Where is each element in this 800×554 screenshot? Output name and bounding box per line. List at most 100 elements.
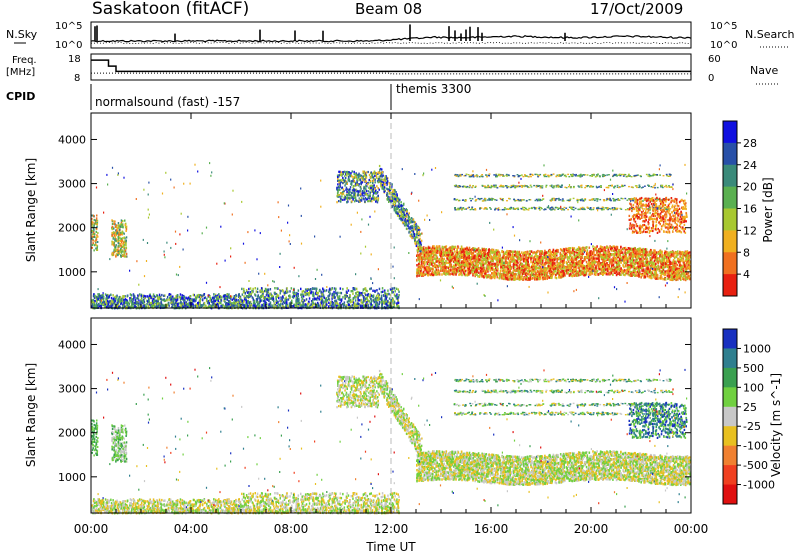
scatter-cell xyxy=(358,172,360,175)
scatter-cell xyxy=(336,301,338,304)
scatter-cell xyxy=(341,178,343,182)
scatter-cell xyxy=(408,215,410,218)
scatter-cell xyxy=(118,252,121,255)
scatter-cell xyxy=(191,298,193,301)
scatter-cell xyxy=(374,298,376,302)
scatter-cell xyxy=(391,200,394,203)
scatter-cell xyxy=(319,304,322,307)
scatter-cell xyxy=(213,297,216,300)
scatter-cell xyxy=(372,294,375,297)
scatter-cell xyxy=(338,303,340,306)
scatter-cell xyxy=(228,305,230,308)
scatter-cell xyxy=(143,297,146,300)
scatter-cell xyxy=(103,301,105,304)
scatter-cell xyxy=(116,296,118,299)
scatter-cell xyxy=(320,290,322,293)
scatter-cell xyxy=(334,299,336,303)
scatter-cell xyxy=(301,297,304,300)
scatter-cell xyxy=(372,184,374,187)
scatter-cell xyxy=(245,305,247,308)
scatter-cell xyxy=(566,253,568,257)
scatter-cell xyxy=(362,197,364,200)
scatter-cell xyxy=(271,297,273,300)
scatter-cell xyxy=(379,297,381,300)
scatter-cell xyxy=(347,171,350,174)
scatter-cell xyxy=(343,196,345,199)
scatter-cell xyxy=(189,304,191,308)
scatter-cell xyxy=(93,231,95,234)
scatter-cell xyxy=(371,190,373,193)
scatter-cell xyxy=(300,293,302,296)
scatter-cell xyxy=(96,221,99,224)
scatter-cell xyxy=(131,304,133,308)
scatter-cell xyxy=(281,302,284,306)
scatter-cell xyxy=(260,305,263,309)
scatter-cell xyxy=(370,188,372,191)
cpid-strip: CPID normalsound (fast) -157 themis 3300 xyxy=(6,82,471,110)
scatter-cell xyxy=(375,304,378,307)
scatter-cell xyxy=(148,294,151,297)
scatter-cell xyxy=(271,305,274,308)
scatter-cell xyxy=(265,290,267,293)
scatter-cell xyxy=(123,301,126,304)
scatter-cell xyxy=(371,172,374,175)
scatter-cell xyxy=(375,296,377,299)
scatter-cell xyxy=(92,235,94,238)
scatter-cell xyxy=(366,289,369,293)
scatter-cell xyxy=(368,194,370,198)
scatter-cell xyxy=(111,234,114,237)
scatter-cell xyxy=(326,298,329,302)
scatter-cell xyxy=(277,300,279,304)
scatter-cell xyxy=(122,295,124,298)
scatter-cell xyxy=(417,226,420,229)
scatter-cell xyxy=(343,304,346,307)
scatter-cell xyxy=(368,197,370,200)
scatter-cell xyxy=(376,294,378,298)
scatter-cell xyxy=(352,292,354,295)
scatter-cell xyxy=(412,233,414,236)
scatter-cell xyxy=(351,175,353,178)
scatter-cell xyxy=(340,298,343,301)
scatter-cell xyxy=(192,299,195,303)
scatter-cell xyxy=(283,301,286,305)
scatter-cell xyxy=(91,225,94,228)
scatter-cell xyxy=(196,303,198,306)
scatter-cell xyxy=(224,300,226,303)
scatter-cell xyxy=(370,301,372,304)
scatter-cell xyxy=(94,296,97,299)
scatter-cell xyxy=(256,295,259,298)
scatter-cell xyxy=(368,200,370,203)
scatter-cell xyxy=(142,299,144,303)
scatter-cell xyxy=(382,299,384,302)
scatter-cell xyxy=(336,304,338,307)
scatter-cell xyxy=(301,305,303,308)
scatter-cell xyxy=(122,225,124,228)
scatter-cell xyxy=(401,212,403,216)
scatter-cell xyxy=(114,236,117,239)
scatter-cell xyxy=(380,185,382,188)
scatter-cell xyxy=(344,197,347,200)
scatter-cell xyxy=(371,175,374,178)
scatter-cell xyxy=(199,300,201,304)
scatter-cell xyxy=(354,299,357,302)
scatter-cell xyxy=(347,289,350,292)
scatter-cell xyxy=(115,249,117,252)
scatter-cell xyxy=(393,195,396,198)
scatter-cell xyxy=(238,293,240,296)
scatter-cell xyxy=(120,219,123,222)
scatter-cell xyxy=(281,296,284,300)
scatter-cell xyxy=(329,287,331,290)
scatter-cell xyxy=(187,296,190,299)
scatter-cell xyxy=(114,223,116,226)
scatter-cell xyxy=(345,172,348,175)
scatter-cell xyxy=(182,302,184,306)
scatter-cell xyxy=(378,302,380,306)
scatter-cell xyxy=(217,295,219,299)
scatter-cell xyxy=(113,301,115,304)
scatter-cell xyxy=(445,259,447,263)
scatter-cell xyxy=(346,300,349,303)
scatter-cell xyxy=(342,182,344,185)
scatter-cell xyxy=(366,194,369,197)
scatter-cell xyxy=(362,170,364,173)
scatter-cell xyxy=(98,303,100,306)
